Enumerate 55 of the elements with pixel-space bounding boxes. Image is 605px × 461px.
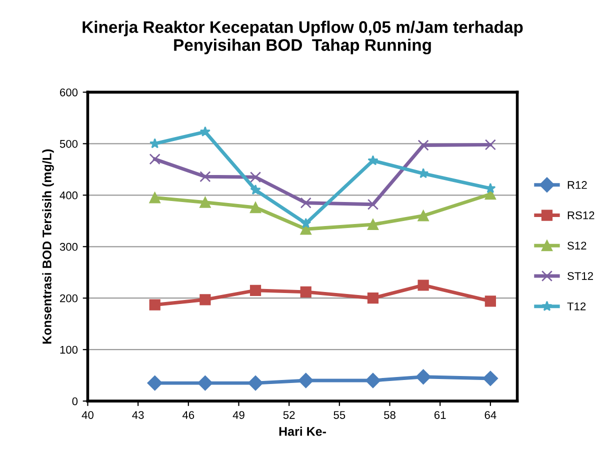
point [298, 372, 314, 388]
x-tick-label: 64 [484, 411, 496, 419]
point [250, 284, 262, 296]
point [147, 375, 162, 391]
y-tick-label: 0 [72, 397, 78, 406]
point [248, 375, 264, 391]
point [250, 202, 262, 214]
x-tick-label: 40 [82, 411, 94, 419]
point [418, 140, 429, 151]
y-tick-label: 600 [60, 88, 78, 96]
point [200, 171, 211, 182]
point [149, 192, 160, 204]
x-tick-label: 55 [334, 411, 346, 419]
legend-label: RS12 [568, 211, 594, 220]
y-axis-title: Konsentrasi BOD Tersisih (mg/L) [42, 149, 54, 344]
y-tick-label: 200 [60, 294, 78, 302]
x-tick-label: 52 [283, 411, 295, 419]
chart-title: Kinerja Reaktor Kecepatan Upflow 0,05 m/Jam terhadap Penyisihan BOD Tahap Running [82, 20, 523, 54]
x-tick-label: 58 [384, 411, 396, 419]
point [485, 182, 496, 194]
point [482, 370, 498, 386]
point [149, 299, 160, 310]
point [367, 198, 379, 210]
point [484, 139, 496, 150]
y-tick-label: 400 [60, 191, 78, 200]
point [149, 154, 160, 165]
x-axis-title: Hari Ke- [279, 426, 326, 436]
point [418, 210, 429, 222]
y-tick-label: 500 [60, 140, 78, 148]
legend-label: ST12 [567, 272, 593, 280]
y-tick-label: 300 [60, 242, 78, 251]
point [300, 197, 312, 208]
point [198, 375, 213, 391]
point [200, 126, 210, 136]
point [200, 196, 211, 208]
x-tick-label: 49 [232, 411, 244, 419]
legend-label: R12 [568, 181, 587, 189]
x-tick-label: 43 [132, 411, 144, 419]
point [200, 294, 211, 306]
point [300, 286, 312, 298]
point [365, 372, 381, 388]
x-tick-label: 61 [434, 411, 446, 419]
point [367, 292, 379, 304]
point [368, 155, 378, 166]
point [418, 280, 429, 291]
point [484, 296, 496, 307]
x-tick-label: 46 [182, 411, 194, 419]
point [250, 184, 261, 195]
legend-label: S12 [567, 242, 586, 250]
legend-label: T12 [567, 302, 586, 310]
point [416, 369, 431, 384]
point [300, 218, 312, 228]
point [367, 218, 379, 230]
point [250, 172, 262, 183]
y-tick-label: 100 [60, 346, 78, 354]
